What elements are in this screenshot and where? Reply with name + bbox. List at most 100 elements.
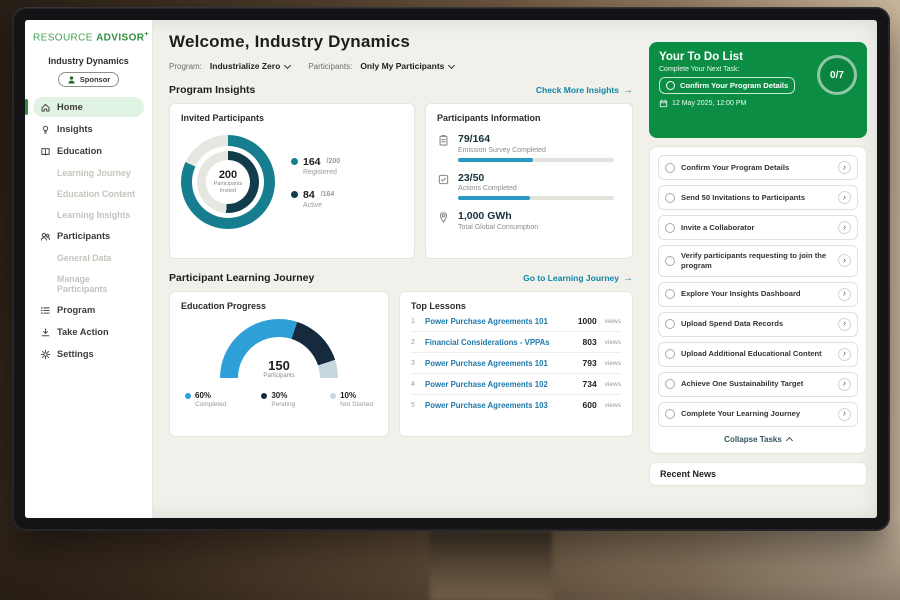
recent-news-header[interactable]: Recent News	[649, 461, 867, 486]
logo-word-2: ADVISOR	[96, 32, 145, 44]
sidebar-item-manage-participants[interactable]: Manage Participants	[33, 269, 144, 298]
checkbox-circle-icon[interactable]	[665, 409, 675, 420]
task-upload-educational-content[interactable]: Upload Additional Educational Content	[658, 341, 858, 367]
survey-icon	[437, 134, 450, 147]
lesson-link[interactable]: Power Purchase Agreements 101	[425, 316, 548, 326]
section-title-program-insights: Program Insights	[169, 84, 256, 96]
checkbox-circle-icon[interactable]	[665, 222, 675, 233]
collapse-tasks-link[interactable]: Collapse Tasks	[658, 432, 858, 445]
task-complete-learning-journey[interactable]: Complete Your Learning Journey	[658, 401, 858, 427]
home-icon	[40, 102, 51, 113]
chevron-right-icon[interactable]	[838, 191, 851, 204]
check-more-insights-link[interactable]: Check More Insights	[536, 85, 633, 96]
checkbox-circle-icon[interactable]	[665, 255, 675, 266]
task-explore-insights[interactable]: Explore Your Insights Dashboard	[658, 281, 858, 307]
lesson-rank: 2	[411, 338, 415, 346]
task-verify-participants[interactable]: Verify participants requesting to join t…	[658, 245, 858, 277]
legend-label: Active	[303, 201, 323, 209]
lesson-views-unit: views	[604, 338, 621, 346]
legend-item-registered: 164 /200 Registered	[291, 156, 340, 176]
chevron-right-icon[interactable]	[838, 347, 851, 361]
lesson-views-unit: views	[604, 317, 621, 325]
sidebar-item-insights[interactable]: Insights	[33, 119, 144, 139]
sidebar-item-participants[interactable]: Participants	[33, 226, 144, 246]
chevron-right-icon[interactable]	[838, 377, 851, 391]
task-achieve-sustainability-target[interactable]: Achieve One Sustainability Target	[658, 371, 858, 397]
chevron-down-icon	[448, 61, 456, 69]
monitor: RESOURCE ADVISOR+ Industry Dynamics Spon…	[12, 7, 890, 531]
nav-label: Home	[57, 102, 83, 113]
chevron-right-icon[interactable]	[838, 254, 851, 268]
sidebar-item-education[interactable]: Education	[33, 141, 144, 161]
lesson-row: 1 Power Purchase Agreements 101 1000 vie…	[411, 311, 621, 332]
checkbox-circle-icon[interactable]	[665, 379, 675, 390]
chevron-right-icon[interactable]	[838, 161, 851, 174]
legend-value: 84	[303, 188, 315, 201]
card-title: Participants Information	[437, 113, 541, 123]
lesson-link[interactable]: Power Purchase Agreements 101	[425, 358, 548, 368]
chevron-right-icon[interactable]	[838, 221, 851, 234]
education-progress-card: Education Progress 150 Participants	[169, 291, 389, 437]
sidebar-item-learning-insights[interactable]: Learning Insights	[33, 205, 144, 224]
participants-icon	[40, 231, 51, 242]
donut-center: 200 Participants Invited	[206, 160, 250, 204]
gauge-center-label: Participants	[263, 373, 295, 379]
legend-value-row: 164 /200	[291, 156, 340, 168]
sidebar-item-program[interactable]: Program	[33, 300, 144, 320]
next-task-button[interactable]: Confirm Your Program Details	[659, 77, 796, 95]
lesson-link[interactable]: Financial Considerations - VPPAs	[425, 337, 550, 347]
program-select[interactable]: Industrialize Zero	[210, 61, 292, 71]
lesson-views-unit: views	[604, 359, 621, 367]
emission-progress-bar	[458, 157, 615, 162]
legend-item-not-started: 10% Not Started	[330, 391, 373, 408]
stat-body: 23/50 Actions Completed	[458, 172, 621, 200]
program-filter-label: Program:	[169, 61, 202, 71]
sidebar-item-home[interactable]: Home	[25, 97, 144, 118]
todo-progress-ring: 0/7	[817, 55, 857, 95]
checkbox-circle-icon[interactable]	[665, 192, 675, 203]
arrow-right-icon	[623, 85, 633, 96]
pending-dot	[261, 392, 268, 399]
lesson-link[interactable]: Power Purchase Agreements 102	[425, 379, 548, 389]
task-send-invitations[interactable]: Send 50 Invitations to Participants	[658, 185, 858, 210]
chevron-right-icon[interactable]	[838, 287, 851, 301]
next-task-due: 12 May 2025, 12:00 PM	[659, 99, 857, 108]
legend-item-pending: 30% Pending	[261, 391, 295, 408]
task-label: Verify participants requesting to join t…	[681, 251, 827, 270]
location-pin-icon	[437, 211, 450, 224]
checkbox-circle-icon[interactable]	[665, 349, 675, 360]
sidebar-item-take-action[interactable]: Take Action	[33, 322, 144, 342]
sidebar-item-learning-journey[interactable]: Learning Journey	[33, 163, 144, 182]
chevron-right-icon[interactable]	[838, 407, 851, 421]
arrow-right-icon	[623, 273, 633, 284]
task-invite-collaborator[interactable]: Invite a Collaborator	[658, 215, 858, 240]
task-upload-spend-data[interactable]: Upload Spend Data Records	[658, 311, 858, 337]
chevron-right-icon[interactable]	[838, 317, 851, 331]
active-dot	[291, 191, 298, 198]
sidebar-item-settings[interactable]: Settings	[33, 344, 144, 364]
progress-fill	[458, 157, 534, 162]
checkbox-circle-icon[interactable]	[665, 289, 675, 300]
lesson-views-unit: views	[604, 380, 621, 388]
lesson-row: 5 Power Purchase Agreements 103 600 view…	[411, 395, 621, 415]
program-icon	[40, 305, 51, 316]
nav-label: Learning Journey	[57, 167, 131, 178]
lesson-link[interactable]: Power Purchase Agreements 103	[425, 400, 548, 410]
go-to-learning-journey-link[interactable]: Go to Learning Journey	[523, 273, 633, 284]
participants-select[interactable]: Only My Participants	[360, 61, 456, 71]
stat-label: Total Global Consumption	[458, 223, 539, 231]
checkbox-circle-icon[interactable]	[665, 319, 675, 330]
invited-participants-card: Invited Participants 200 Participants In…	[169, 103, 415, 259]
program-insights-header: Program Insights Check More Insights	[169, 84, 633, 96]
task-label: Upload Additional Educational Content	[681, 349, 822, 359]
link-label: Go to Learning Journey	[523, 273, 619, 283]
lesson-row: 4 Power Purchase Agreements 102 734 view…	[411, 374, 621, 395]
legend-pct: 10%	[340, 391, 357, 400]
task-confirm-program-details[interactable]: Confirm Your Program Details	[658, 155, 858, 180]
registered-dot	[291, 158, 298, 165]
lesson-rank: 4	[411, 380, 415, 388]
checkbox-circle-icon[interactable]	[665, 162, 675, 173]
sidebar-item-education-content[interactable]: Education Content	[33, 184, 144, 203]
sponsor-badge[interactable]: Sponsor	[57, 72, 120, 88]
sidebar-item-general-data[interactable]: General Data	[33, 248, 144, 267]
